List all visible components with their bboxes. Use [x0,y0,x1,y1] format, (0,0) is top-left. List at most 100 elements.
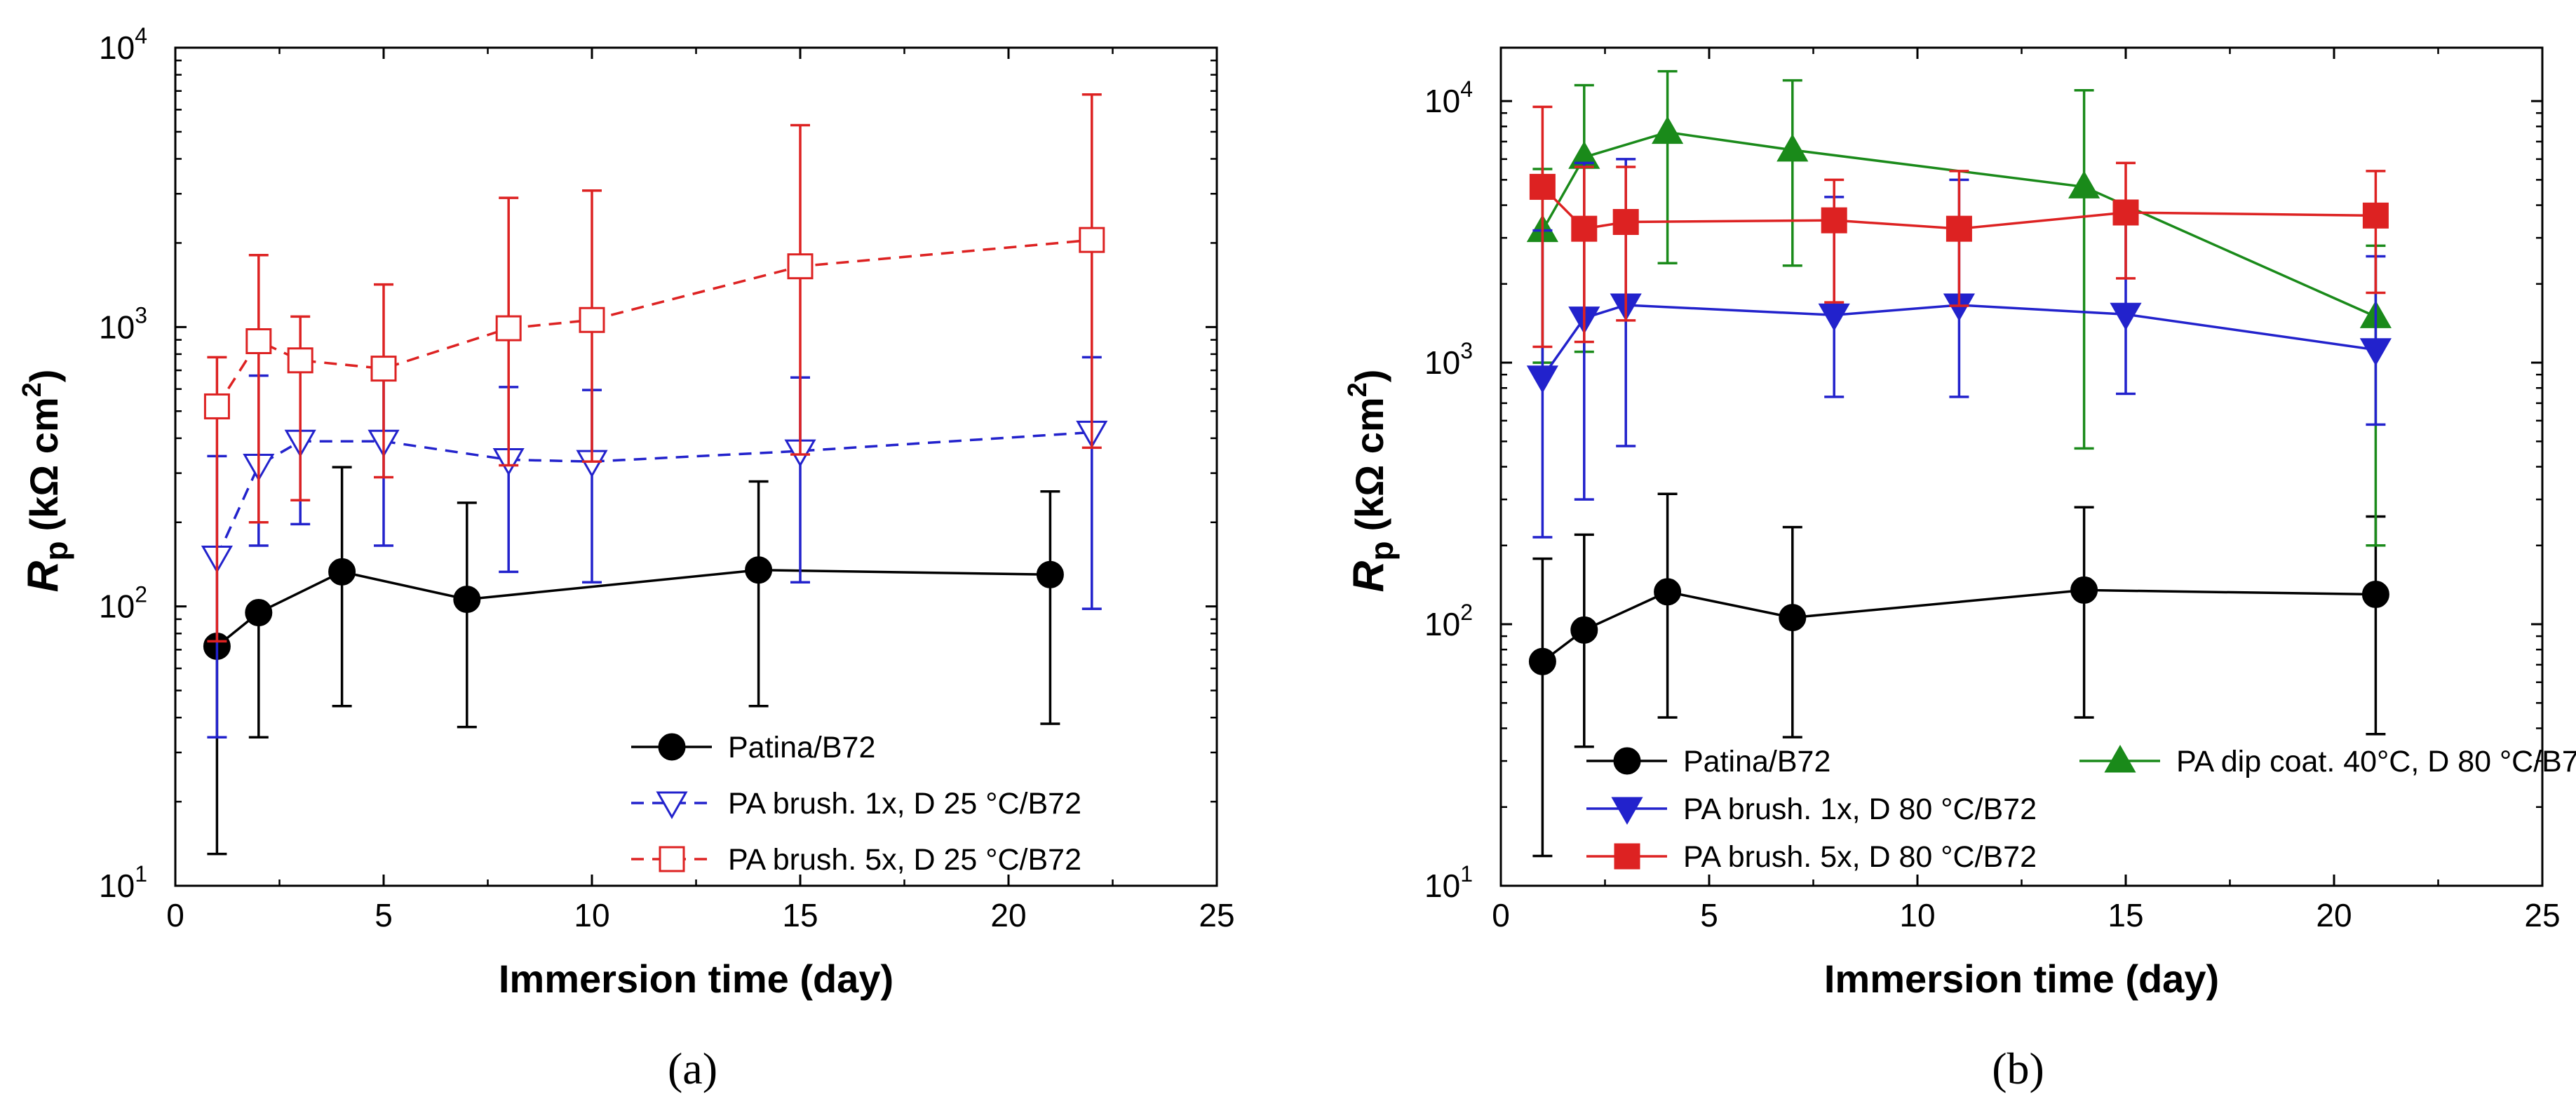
data-point [1612,209,1639,236]
panel-label: (a) [668,1044,717,1093]
y-tick-exponent: 3 [135,302,147,328]
x-tick-label: 15 [782,897,818,933]
y-tick-base: 10 [1424,83,1460,119]
y-axis-unit-close: ) [1347,370,1391,383]
data-point [1652,116,1684,144]
legend: Patina/B72 PA brush. 1x, D 25 °C/B72 PA br… [631,731,1081,877]
legend-marker [1613,747,1641,775]
x-tick-label: 15 [2108,897,2143,933]
series-4 [1529,105,2389,349]
data-point [1526,365,1558,393]
y-axis-symbol: R [1344,560,1393,592]
legend-marker [1614,843,1640,870]
legend-entry: PA dip coat. 40°C, D 80 °C/B72 [2079,744,2576,778]
data-point [245,599,273,627]
data-point [2361,581,2389,609]
legend-entry: PA brush. 5x, D 25 °C/B72 [631,843,1081,877]
data-point [1570,616,1598,644]
data-point [453,586,481,614]
x-tick-label: 0 [1492,897,1510,933]
y-tick-label: 103 [99,302,147,345]
x-tick-label: 20 [990,897,1026,933]
legend-label: PA brush. 5x, D 25 °C/B72 [728,843,1081,877]
x-tick-label: 5 [375,897,393,933]
y-axis-subscript: p [38,541,74,561]
x-axis-title: Immersion time (day) [1824,957,2219,1001]
y-tick-exponent: 1 [1460,861,1473,886]
y-tick-label: 101 [1424,861,1473,904]
x-tick-label: 20 [2316,897,2352,933]
data-point [1776,133,1809,162]
series-3 [203,93,1105,643]
data-point [1036,560,1064,588]
x-tick-label: 10 [574,897,609,933]
y-tick-label: 104 [99,23,147,66]
data-point [203,393,230,419]
data-point [2359,338,2392,366]
legend-marker [1611,797,1643,825]
data-point [495,315,522,342]
y-axis-title: Rp (kΩ cm2) [1343,370,1400,593]
y-tick-label: 102 [99,582,147,625]
legend-label: PA dip coat. 40°C, D 80 °C/B72 [2176,745,2576,778]
data-point [1946,215,1972,242]
y-tick-base: 10 [99,309,135,345]
data-point [2112,199,2139,226]
plot-area [201,93,1108,856]
series-1 [203,466,1064,856]
y-tick-exponent: 1 [135,861,147,886]
y-axis-unit-close: ) [22,370,66,383]
y-tick-base: 10 [99,868,135,904]
x-tick-label: 0 [166,897,184,933]
y-tick-label: 103 [1424,338,1473,381]
y-axis-unit: (kΩ cm [1347,397,1391,531]
data-point [287,347,313,374]
y-tick-exponent: 3 [1460,338,1473,363]
x-axis-title: Immersion time (day) [499,957,893,1001]
legend-entry: Patina/B72 [1586,745,1830,778]
legend-marker [656,791,688,820]
y-tick-label: 104 [1424,76,1473,119]
legend-label: Patina/B72 [728,731,875,764]
x-tick-label: 10 [1899,897,1935,933]
legend-label: PA brush. 1x, D 25 °C/B72 [728,787,1081,821]
legend: Patina/B72 PA dip coat. 40°C, D 80 °C/B72… [1586,744,2576,874]
legend-entry: Patina/B72 [631,731,875,764]
plot-area [1526,69,2392,858]
data-point [2070,576,2098,604]
data-point [1571,215,1598,242]
y-axis-subscript: p [1363,541,1400,561]
data-point [1079,227,1105,253]
y-tick-label: 102 [1424,600,1473,642]
x-tick-label: 5 [1700,897,1718,933]
y-tick-base: 10 [1424,868,1460,904]
data-point [1779,604,1807,632]
y-axis-title: Rp (kΩ cm2) [18,370,74,593]
y-tick-base: 10 [99,29,135,66]
data-point [2110,302,2142,331]
y-tick-exponent: 2 [1460,600,1473,625]
legend-entry: PA brush. 1x, D 80 °C/B72 [1586,792,2037,826]
legend-label: PA brush. 5x, D 80 °C/B72 [1683,840,2037,874]
legend-label: Patina/B72 [1683,745,1830,778]
y-axis-symbol: R [19,560,67,592]
data-point [328,558,356,586]
y-tick-exponent: 2 [135,582,147,607]
y-tick-base: 10 [1424,606,1460,642]
panel-label: (b) [1992,1044,2044,1093]
legend-entry: PA brush. 5x, D 80 °C/B72 [1586,840,2037,874]
y-tick-base: 10 [99,588,135,625]
data-point [370,356,397,382]
data-point [787,253,814,280]
legend-entry: PA brush. 1x, D 25 °C/B72 [631,787,1081,821]
y-axis-superscript: 2 [1343,382,1373,397]
data-point [745,556,773,584]
data-point [2068,170,2100,198]
data-point [1654,578,1682,606]
y-tick-exponent: 4 [135,23,147,48]
data-point [579,306,605,333]
data-point [245,328,272,354]
